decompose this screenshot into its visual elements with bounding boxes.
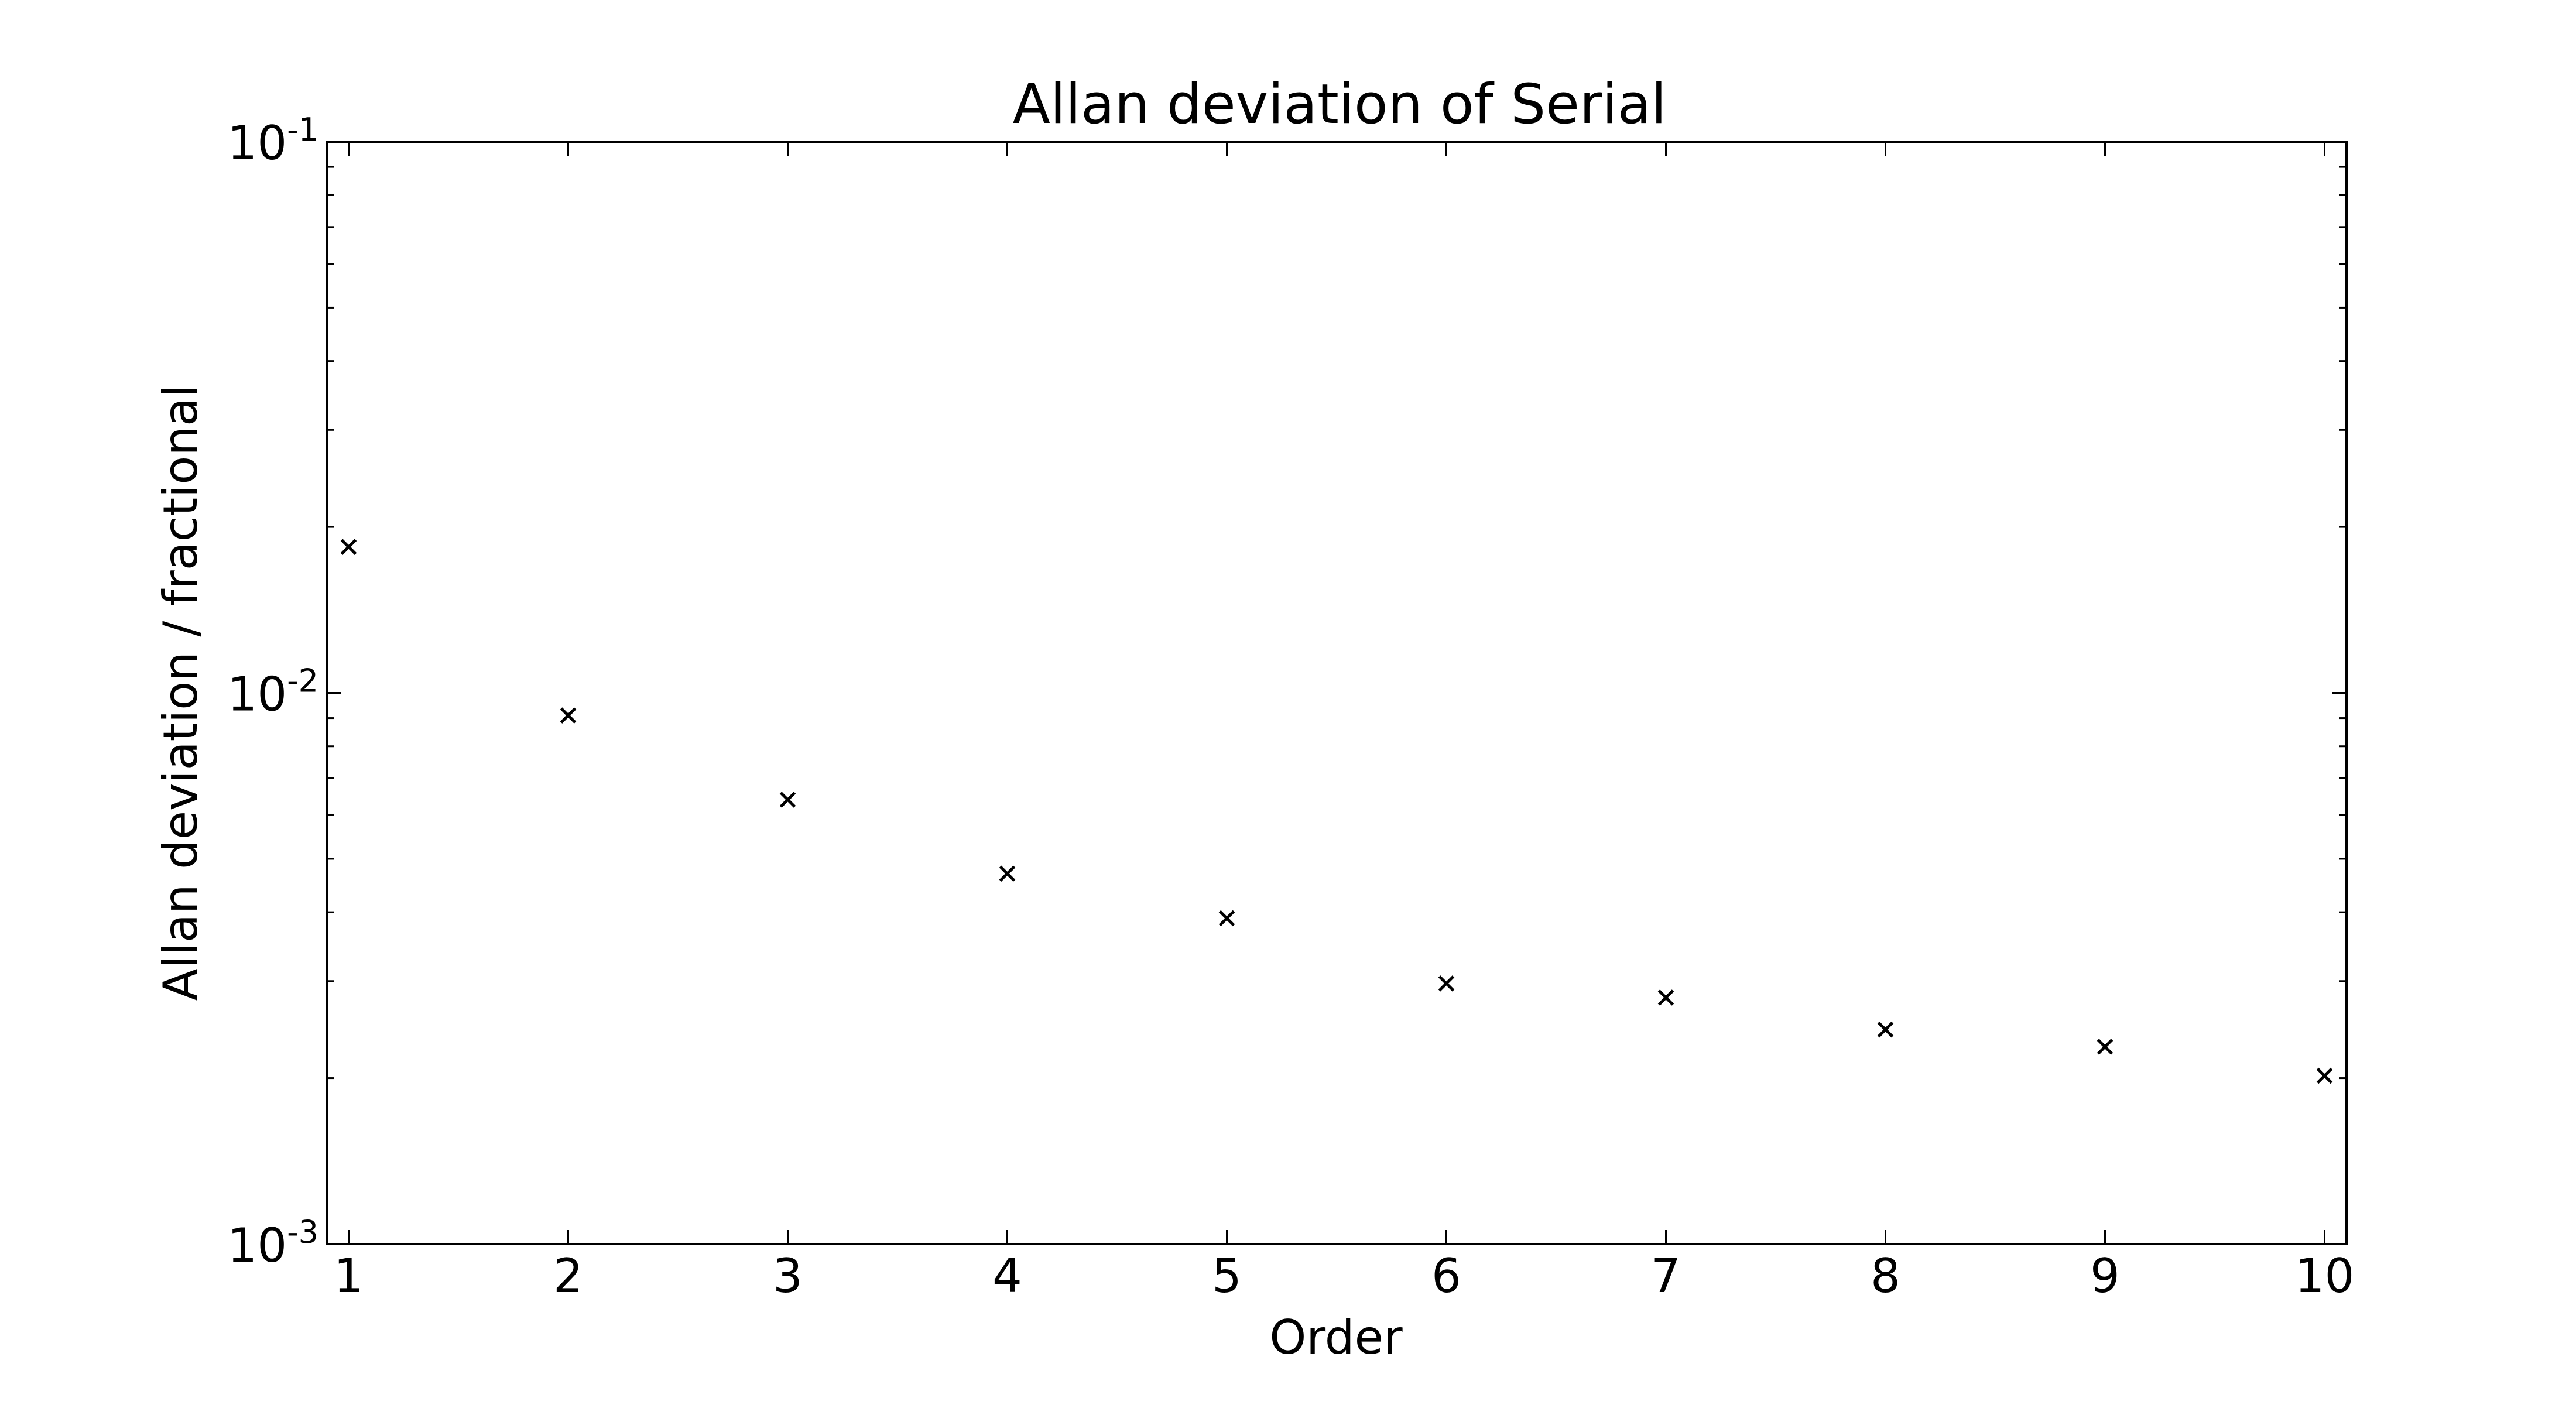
x-tick-label: 6 [1431,1249,1461,1303]
data-point [1218,910,1235,927]
y-tick-label: 10-3 [227,1214,318,1273]
data-point [2316,1067,2333,1084]
data-point [779,792,796,808]
data-point [560,707,577,724]
x-tick-label: 10 [2295,1249,2355,1303]
y-tick-label: 10-2 [227,663,318,722]
data-point [1438,975,1455,992]
plot-frame [326,141,2348,1245]
data-point [2097,1039,2113,1055]
x-tick-label: 7 [1651,1249,1681,1303]
x-tick-label: 1 [334,1249,364,1303]
data-point [1657,989,1674,1006]
chart-title: Allan deviation of Serial [1013,73,1667,136]
x-axis-label: Order [1269,1310,1402,1365]
x-tick-label: 4 [992,1249,1022,1303]
x-tick-label: 8 [1871,1249,1900,1303]
plot-area: 1 2 3 4 5 6 7 8 9 10 10-1 10-2 10-3 [227,111,2354,1303]
x-tick-label: 5 [1212,1249,1242,1303]
x-tick-label: 9 [2090,1249,2120,1303]
data-point [999,865,1016,882]
data-point [1877,1021,1894,1038]
y-axis-label: Allan deviation / fractional [153,385,208,1001]
data-point [340,539,357,555]
x-tick-label: 3 [773,1249,803,1303]
y-tick-label: 10-1 [227,111,318,170]
x-tick-label: 2 [553,1249,583,1303]
